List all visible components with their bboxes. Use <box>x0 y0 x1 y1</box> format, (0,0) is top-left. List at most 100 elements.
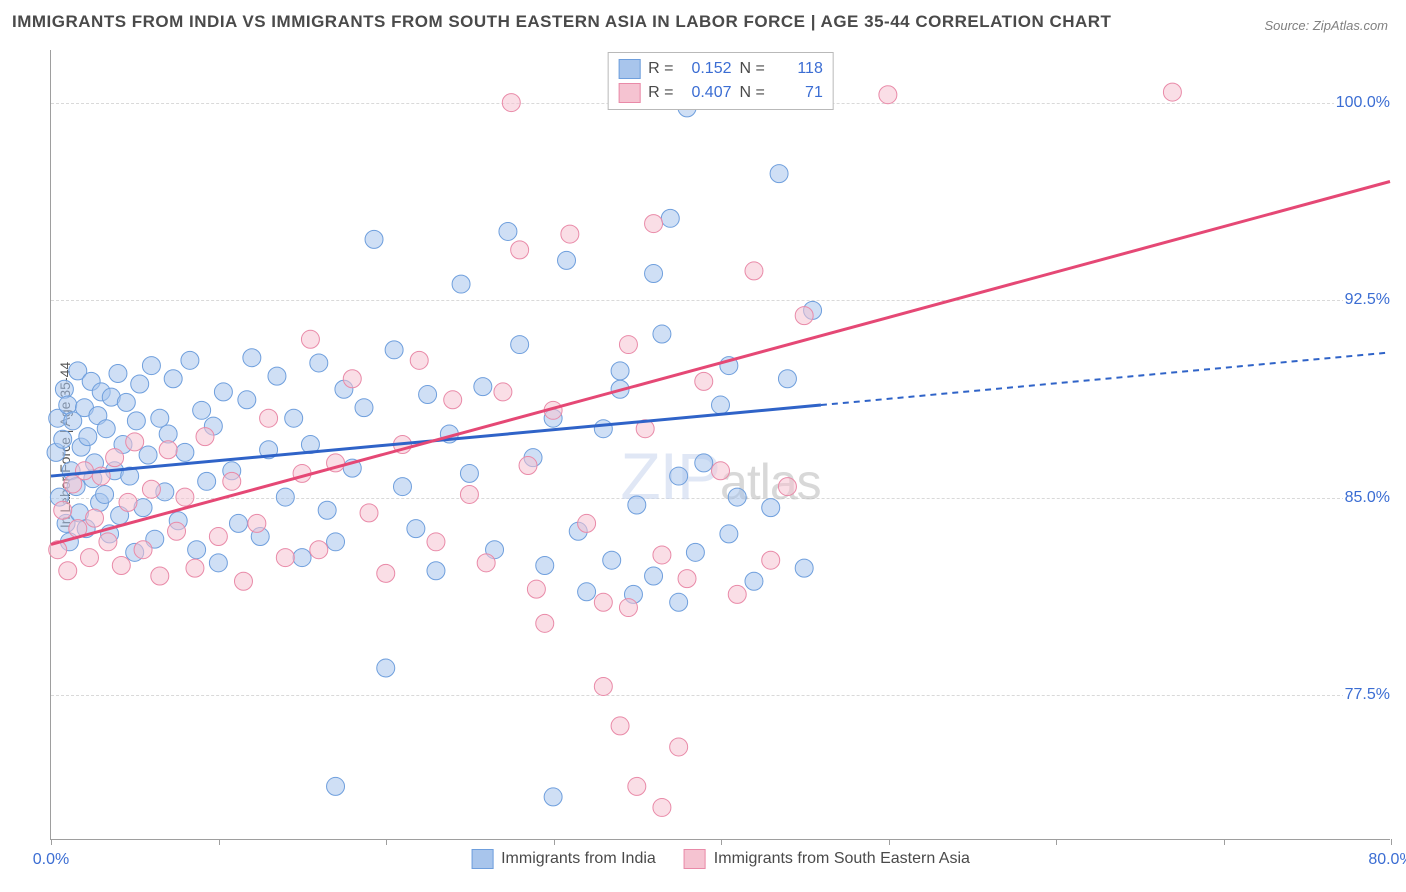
data-point <box>248 514 266 532</box>
data-point <box>276 549 294 567</box>
data-point <box>519 457 537 475</box>
data-point <box>762 499 780 517</box>
data-point <box>196 428 214 446</box>
data-point <box>188 541 206 559</box>
data-point <box>712 396 730 414</box>
data-point <box>594 677 612 695</box>
data-point <box>653 325 671 343</box>
data-point <box>86 509 104 527</box>
data-point <box>96 485 114 503</box>
data-point <box>198 472 216 490</box>
data-point <box>131 375 149 393</box>
data-point <box>193 401 211 419</box>
data-point <box>619 599 637 617</box>
x-tick-label: 80.0% <box>1368 851 1406 869</box>
data-point <box>695 454 713 472</box>
data-point <box>653 546 671 564</box>
chart-svg <box>51 50 1390 839</box>
data-point <box>127 412 145 430</box>
data-point <box>407 520 425 538</box>
data-point <box>474 378 492 396</box>
data-point <box>778 478 796 496</box>
legend-top: R = 0.152 N = 118 R = 0.407 N = 71 <box>607 52 834 110</box>
data-point <box>460 485 478 503</box>
data-point <box>385 341 403 359</box>
data-point <box>301 330 319 348</box>
data-point <box>670 593 688 611</box>
data-point <box>293 549 311 567</box>
data-point <box>795 559 813 577</box>
r-label: R = <box>648 81 673 105</box>
data-point <box>139 446 157 464</box>
n-value-sea: 71 <box>773 81 823 105</box>
data-point <box>151 409 169 427</box>
data-point <box>176 443 194 461</box>
data-point <box>544 788 562 806</box>
data-point <box>645 265 663 283</box>
x-tick <box>721 839 722 845</box>
data-point <box>229 514 247 532</box>
x-tick <box>51 839 52 845</box>
r-label: R = <box>648 57 673 81</box>
data-point <box>578 514 596 532</box>
data-point <box>186 559 204 577</box>
data-point <box>712 462 730 480</box>
data-point <box>611 362 629 380</box>
data-point <box>603 551 621 569</box>
data-point <box>720 525 738 543</box>
swatch-india-bottom <box>471 849 493 869</box>
data-point <box>695 372 713 390</box>
data-point <box>452 275 470 293</box>
data-point <box>661 209 679 227</box>
data-point <box>109 365 127 383</box>
data-point <box>686 543 704 561</box>
r-value-india: 0.152 <box>682 57 732 81</box>
data-point <box>134 541 152 559</box>
data-point <box>377 564 395 582</box>
data-point <box>151 567 169 585</box>
data-point <box>536 614 554 632</box>
data-point <box>181 351 199 369</box>
data-point <box>611 717 629 735</box>
data-point <box>343 370 361 388</box>
data-point <box>762 551 780 569</box>
data-point <box>59 396 77 414</box>
data-point <box>410 351 428 369</box>
data-point <box>164 370 182 388</box>
data-point <box>97 420 115 438</box>
data-point <box>795 307 813 325</box>
n-value-india: 118 <box>773 57 823 81</box>
swatch-sea-bottom <box>684 849 706 869</box>
x-tick-label: 0.0% <box>33 851 69 869</box>
data-point <box>558 251 576 269</box>
data-point <box>879 86 897 104</box>
data-point <box>79 428 97 446</box>
series-label-india: Immigrants from India <box>501 850 656 868</box>
data-point <box>176 488 194 506</box>
data-point <box>628 496 646 514</box>
data-point <box>670 738 688 756</box>
data-point <box>142 480 160 498</box>
data-point <box>494 383 512 401</box>
data-point <box>209 528 227 546</box>
legend-bottom: Immigrants from India Immigrants from So… <box>471 849 970 869</box>
data-point <box>511 336 529 354</box>
data-point <box>209 554 227 572</box>
data-point <box>238 391 256 409</box>
data-point <box>285 409 303 427</box>
n-label: N = <box>740 81 765 105</box>
x-tick <box>386 839 387 845</box>
plot-area: In Labor Force | Age 35-44 77.5%85.0%92.… <box>50 50 1390 840</box>
data-point <box>578 583 596 601</box>
data-point <box>54 430 72 448</box>
data-point <box>75 462 93 480</box>
data-point <box>745 262 763 280</box>
data-point <box>119 493 137 511</box>
trend-line-extrapolated <box>821 352 1390 405</box>
data-point <box>310 354 328 372</box>
data-point <box>360 504 378 522</box>
data-point <box>126 433 144 451</box>
data-point <box>310 541 328 559</box>
data-point <box>243 349 261 367</box>
x-tick <box>1056 839 1057 845</box>
